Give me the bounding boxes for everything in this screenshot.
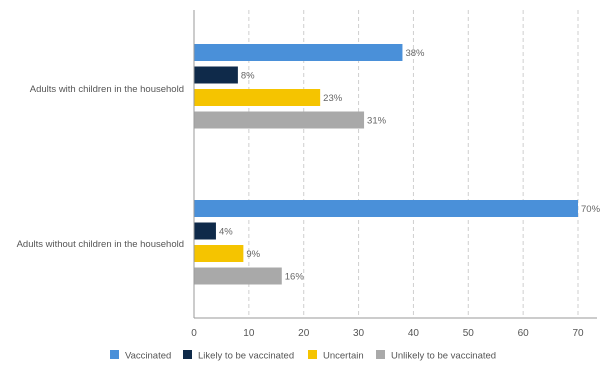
category-label: Adults without children in the household	[17, 239, 184, 250]
legend-swatch	[183, 350, 192, 359]
data-label: 8%	[241, 71, 255, 82]
legend-swatch	[110, 350, 119, 359]
data-label: 23%	[323, 93, 343, 104]
bar-series: 38% 70% 8% 4% 23% 9% 31% 16%	[194, 44, 600, 285]
legend-label: Vaccinated	[125, 351, 171, 362]
x-tick-label: 60	[518, 328, 530, 339]
bar	[194, 245, 244, 262]
legend-swatch	[308, 350, 317, 359]
data-label: 16%	[285, 272, 305, 283]
axes: 0 10 20 30 40 50 60 70 Adults with children in t…	[17, 10, 597, 339]
data-label: 70%	[581, 204, 600, 215]
legend: Vaccinated Likely to be vaccinated Uncerta…	[110, 350, 496, 362]
x-tick-label: 70	[572, 328, 584, 339]
x-tick-label: 20	[298, 328, 310, 339]
data-label: 38%	[405, 48, 425, 59]
bar	[194, 44, 403, 61]
bar	[194, 89, 321, 106]
bar	[194, 222, 216, 240]
x-tick-label: 10	[243, 328, 255, 339]
legend-label: Unlikely to be vaccinated	[391, 351, 496, 362]
data-label: 9%	[246, 249, 260, 260]
data-label: 4%	[219, 227, 233, 238]
legend-label: Uncertain	[323, 351, 364, 362]
grid-lines	[248, 10, 579, 318]
x-tick-label: 50	[463, 328, 475, 339]
bar	[194, 200, 578, 217]
x-tick-label: 30	[353, 328, 365, 339]
category-label: Adults with children in the household	[30, 84, 184, 95]
bar	[194, 267, 282, 285]
x-tick-label: 40	[408, 328, 420, 339]
bar	[194, 111, 365, 129]
data-label: 31%	[367, 116, 387, 127]
bar	[194, 66, 238, 84]
legend-label: Likely to be vaccinated	[198, 351, 294, 362]
legend-swatch	[376, 350, 385, 359]
x-tick-label: 0	[191, 328, 197, 339]
